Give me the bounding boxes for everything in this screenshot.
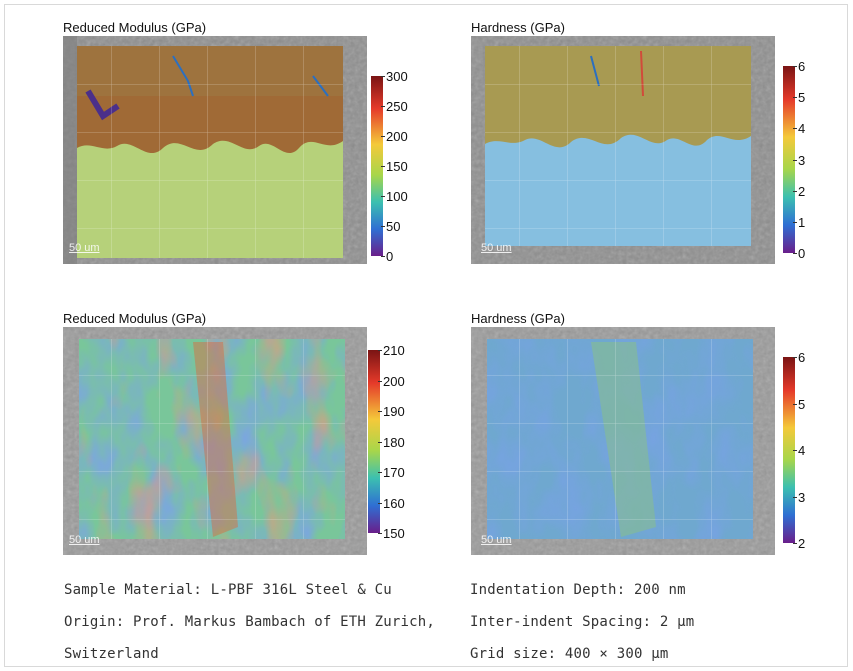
colorbar-tick-mark [793,403,797,405]
colorbar [371,76,383,256]
colorbar-tick-mark [793,97,797,99]
caption-grid-size: Grid size: 400 × 300 μm [470,646,669,662]
colorbar-tick-label: 190 [383,404,405,419]
colorbar-tick-label: 1 [798,214,806,230]
colorbar-tick-mark [793,357,797,358]
panel-title: Reduced Modulus (GPa) [63,20,207,35]
colorbar-tick-label: 4 [798,121,806,137]
hardness-map-top [471,36,775,264]
colorbar-tick-mark [381,76,385,77]
modulus-map-bottom [63,327,367,555]
caption-origin: Origin: Prof. Markus Bambach of ETH Zuri… [64,614,436,630]
caption-spacing: Inter-indent Spacing: 2 μm [470,614,695,630]
colorbar-tick-label: 250 [386,99,408,114]
colorbar-tick-mark [378,380,382,382]
colorbar-tick-mark [381,226,385,227]
colorbar-tick-label: 200 [383,373,405,389]
colorbar-tick-label: 180 [383,434,405,450]
modulus-map-top [63,36,367,264]
colorbar-tick-mark [793,190,797,192]
colorbar-tick-mark [793,159,797,161]
colorbar-tick-label: 0 [798,246,806,261]
colorbar-tick-label: 150 [386,159,408,174]
scale-bar-label: 50 um [481,242,512,254]
caption-sample-material: Sample Material: L-PBF 316L Steel & Cu [64,582,392,598]
colorbar-tick-label: 170 [383,465,405,480]
colorbar-tick-label: 0 [386,249,394,264]
scale-bar-label: 50 um [481,534,512,546]
colorbar-tick-label: 4 [798,443,806,458]
panel-title: Hardness (GPa) [471,311,565,326]
hardness-map-bottom [471,327,775,555]
colorbar-tick-mark [793,496,797,498]
colorbar-tick-label: 6 [798,350,806,365]
colorbar-tick-mark [381,166,385,167]
colorbar-tick-mark [381,256,385,257]
panel-title: Reduced Modulus (GPa) [63,311,207,326]
colorbar-tick-mark [793,450,797,451]
colorbar-tick-label: 210 [383,343,405,358]
colorbar-tick-label: 3 [798,489,806,505]
colorbar [783,66,795,253]
colorbar-tick-label: 5 [798,396,806,412]
colorbar-tick-mark [378,350,382,351]
colorbar-tick-mark [378,533,382,534]
colorbar-tick-label: 5 [798,90,806,106]
colorbar-tick-mark [793,66,797,67]
colorbar-tick-mark [381,106,385,107]
colorbar-tick-mark [378,472,382,473]
colorbar-tick-mark [793,221,797,223]
caption-indentation-depth: Indentation Depth: 200 nm [470,582,686,598]
colorbar-tick-label: 150 [383,526,405,541]
caption-origin-country: Switzerland [64,646,159,662]
colorbar [783,357,795,543]
colorbar-tick-label: 50 [386,219,401,234]
scale-bar-label: 50 um [69,534,100,546]
colorbar-tick-label: 300 [386,69,408,84]
scale-bar-label: 50 um [69,242,100,254]
colorbar-tick-mark [381,196,385,197]
colorbar-tick-label: 3 [798,152,806,168]
colorbar-tick-mark [793,253,797,254]
colorbar-tick-mark [381,136,385,137]
colorbar-tick-mark [378,441,382,443]
colorbar-tick-label: 160 [383,495,405,511]
colorbar-tick-label: 6 [798,59,806,74]
colorbar-tick-label: 100 [386,189,408,204]
panel-title: Hardness (GPa) [471,20,565,35]
colorbar-tick-label: 200 [386,129,408,144]
colorbar-tick-label: 2 [798,183,806,199]
colorbar-tick-mark [378,411,382,412]
colorbar-tick-mark [793,543,797,544]
colorbar-tick-mark [378,502,382,504]
colorbar-tick-label: 2 [798,536,806,551]
colorbar-tick-mark [793,128,797,130]
colorbar [368,350,380,533]
